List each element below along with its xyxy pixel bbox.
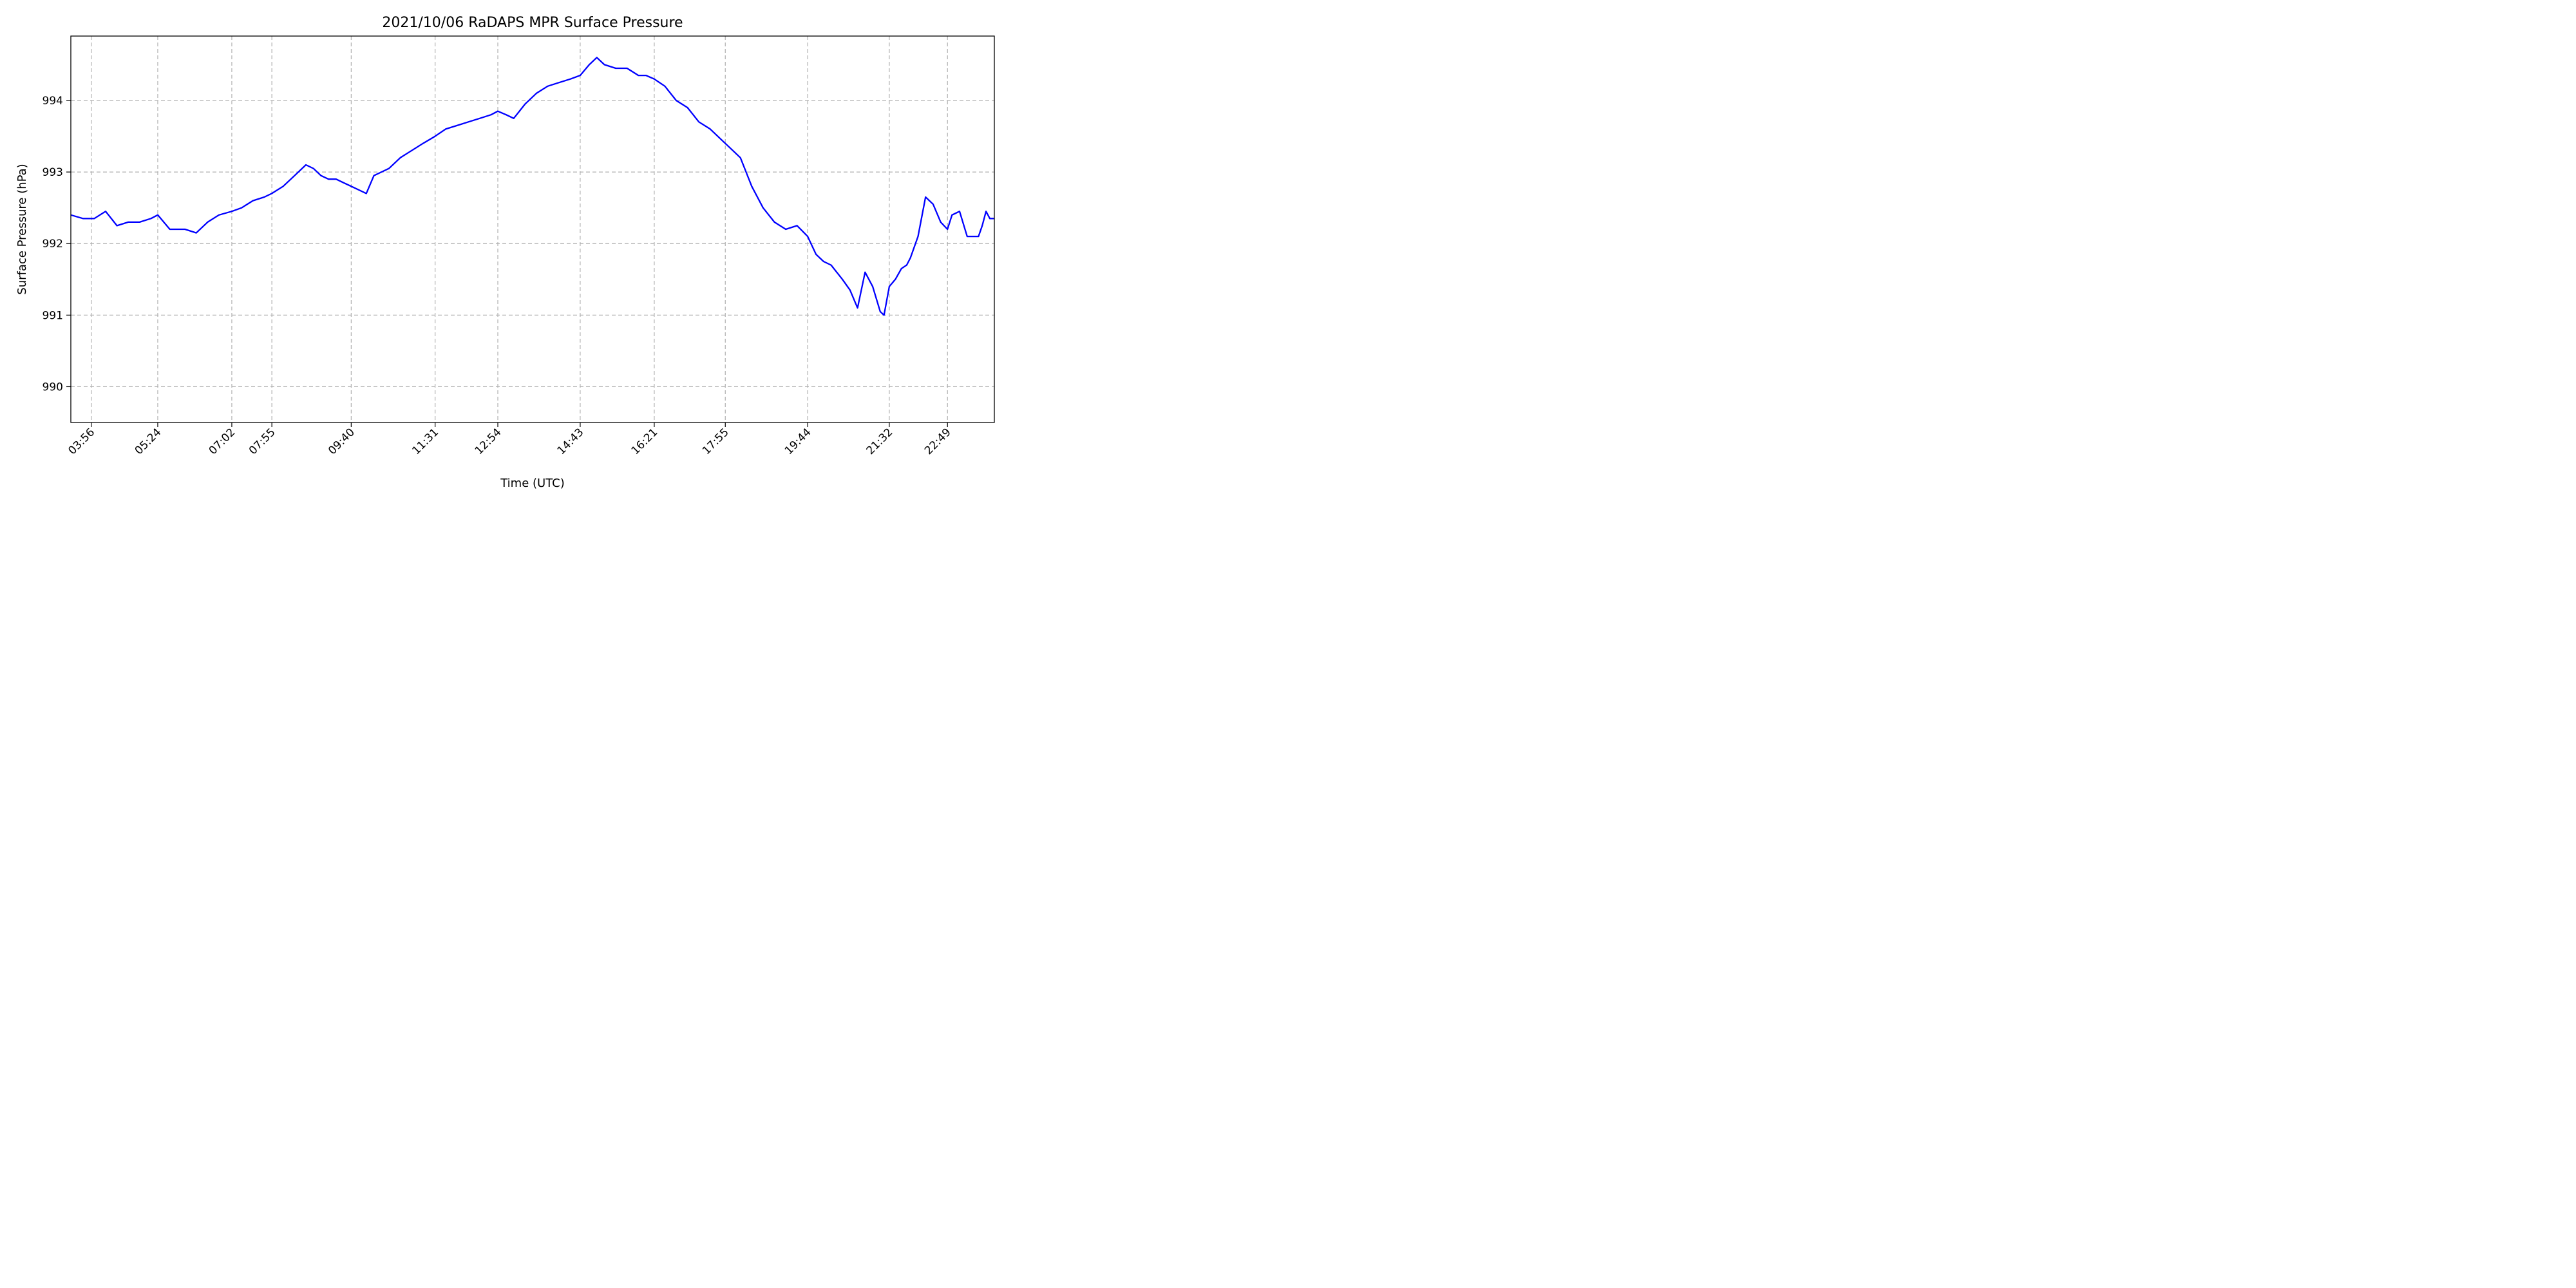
chart-background: [0, 0, 1010, 505]
pressure-chart: 2021/10/06 RaDAPS MPR Surface Pressure 0…: [0, 0, 1010, 505]
grid-layer: [71, 36, 994, 422]
y-tick-label: 993: [43, 166, 63, 179]
y-axis: 990 991 992 993 994: [43, 95, 71, 393]
plot-frame: [70, 35, 995, 423]
y-tick-label: 994: [43, 95, 63, 108]
y-tick-label: 990: [43, 381, 63, 393]
chart-title: 2021/10/06 RaDAPS MPR Surface Pressure: [382, 15, 683, 31]
x-axis-label: Time (UTC): [500, 477, 565, 490]
y-tick-label: 992: [43, 238, 63, 251]
y-tick-label: 991: [43, 309, 63, 322]
series-line: [70, 57, 994, 316]
data-layer: [70, 57, 994, 316]
y-axis-label: Surface Pressure (hPa): [15, 164, 29, 294]
